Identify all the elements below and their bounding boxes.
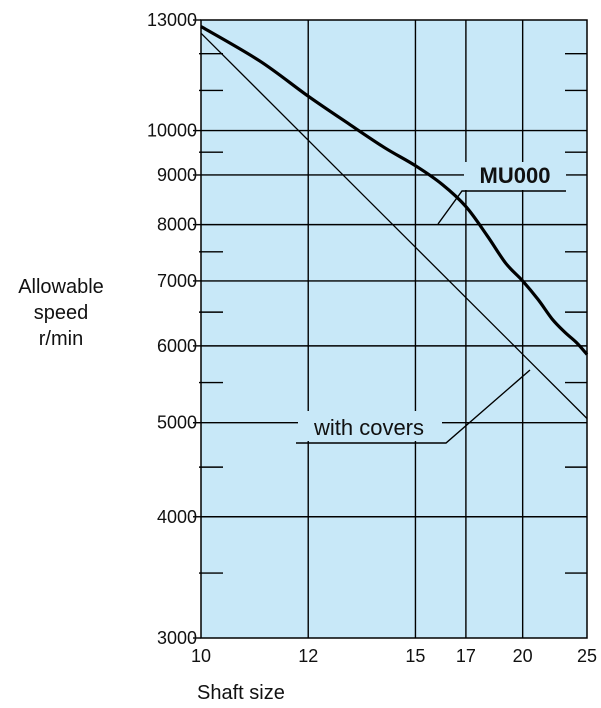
annotation-mu000-leader <box>437 190 566 225</box>
annotations: MU000 with covers <box>296 162 566 444</box>
y-tick-label-7000: 7000 <box>157 271 197 291</box>
y-tick-labels: 3000 4000 5000 6000 7000 8000 9000 10000 13000 <box>147 10 197 648</box>
y-tick-label-13000: 13000 <box>147 10 197 30</box>
x-tick-label-25: 25 <box>577 646 597 666</box>
annotation-with-covers-leader <box>296 369 531 444</box>
series-line-with-covers <box>200 32 588 419</box>
y-tick-label-3000: 3000 <box>157 628 197 648</box>
y-axis-label-line-3: r/min <box>38 328 84 350</box>
x-tick-label-12: 12 <box>298 646 318 666</box>
annotation-mu000: MU000 <box>480 163 551 188</box>
grid-lines <box>193 19 587 639</box>
x-tick-label-15: 15 <box>405 646 425 666</box>
plot-area <box>200 19 588 639</box>
y-axis-label: Allowable speed r/min <box>0 274 122 352</box>
x-tick-labels: 10 12 15 17 20 25 <box>191 646 597 666</box>
y-tick-label-5000: 5000 <box>157 413 197 433</box>
x-tick-label-20: 20 <box>513 646 533 666</box>
y-tick-label-6000: 6000 <box>157 336 197 356</box>
annotation-mu000-bg <box>464 162 566 190</box>
series-line-mu000 <box>200 25 589 356</box>
y-axis-label-line-1: Allowable <box>18 276 104 298</box>
x-tick-label-17: 17 <box>456 646 476 666</box>
y-axis-label-line-2: speed <box>33 302 89 324</box>
x-tick-label-10: 10 <box>191 646 211 666</box>
y-tick-label-4000: 4000 <box>157 507 197 527</box>
series-lines <box>200 25 589 419</box>
x-axis-label: Shaft size <box>197 682 285 704</box>
y-tick-label-10000: 10000 <box>147 121 197 141</box>
annotation-with-covers-bg <box>298 411 442 441</box>
y-tick-label-9000: 9000 <box>157 165 197 185</box>
y-tick-label-8000: 8000 <box>157 215 197 235</box>
annotation-with-covers: with covers <box>313 415 424 440</box>
